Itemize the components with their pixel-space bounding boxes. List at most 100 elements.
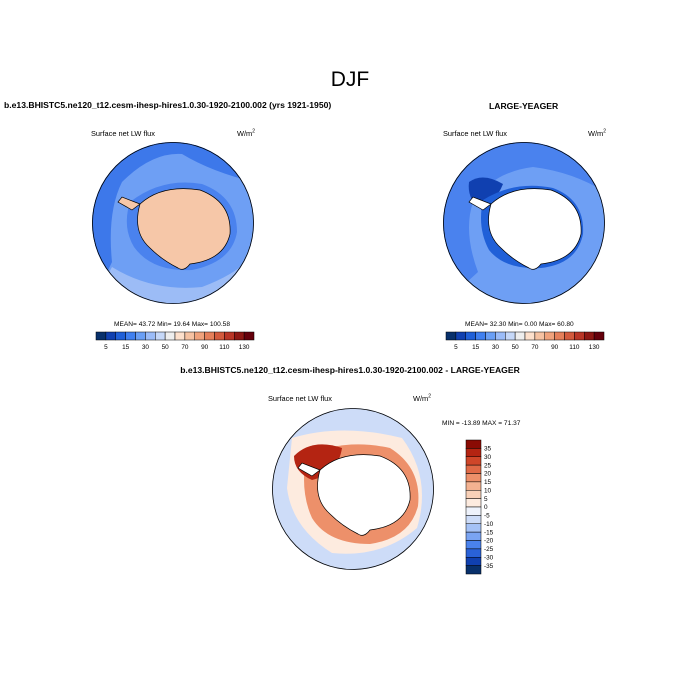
panel-c-colorbar-tick-label: -30	[484, 554, 494, 561]
panel-c-colorbar-swatch	[465, 557, 482, 566]
antarctica-land	[488, 188, 582, 270]
panel-b-colorbar-tick-label: 15	[472, 344, 480, 351]
panel-a-colorbar-swatch	[174, 331, 186, 341]
panel-c-colorbar-tick-label: 5	[484, 496, 488, 503]
panel-c-colorbar-swatch	[465, 523, 482, 533]
panel-a-colorbar-tick-label: 50	[162, 344, 170, 351]
panel-c-colorbar-swatch	[465, 456, 482, 466]
panel-c-colorbar-tick-label: 10	[484, 487, 492, 494]
panel-c-colorbar-swatch	[465, 448, 482, 458]
panel-a-header: b.e13.BHISTC5.ne120_t12.cesm-ihesp-hires…	[4, 100, 332, 110]
panel-c-header: b.e13.BHISTC5.ne120_t12.cesm-ihesp-hires…	[180, 365, 520, 375]
panel-a-colorbar-swatch	[105, 331, 117, 341]
panel-c-colorbar-swatch	[465, 565, 482, 575]
panel-a-stats-text: MEAN= 43.72 Min= 19.64 Max= 100.58	[114, 321, 231, 328]
panel-b-colorbar-swatch	[534, 331, 546, 341]
panel-a-colorbar-swatch	[243, 331, 255, 341]
panel-c-colorbar-tick-label: 30	[484, 454, 492, 461]
panel-b-units: W/m2	[588, 128, 606, 138]
panel-c-colorbar-tick-label: -35	[484, 563, 494, 570]
panel-c-colorbar-tick-label: 25	[484, 462, 492, 469]
panel-c-map	[272, 408, 434, 570]
panel-b-colorbar-tick-label: 110	[569, 344, 580, 351]
panel-c-colorbar-tick-label: 35	[484, 446, 492, 453]
panel-c-colorbar-swatch	[465, 498, 482, 508]
panel-a-colorbar-swatch	[214, 331, 225, 341]
panel-b-colorbar-swatch	[593, 331, 605, 341]
panel-b-colorbar: 5 15 30 50 70 90 110 130	[445, 331, 605, 351]
panel-c-colorbar-swatch	[465, 540, 482, 550]
panel-a-colorbar-tick-label: 30	[142, 344, 150, 351]
panel-c-colorbar-swatch	[465, 506, 482, 516]
panel-b-colorbar-swatch	[505, 331, 516, 341]
panel-a-colorbar-swatch	[184, 331, 196, 341]
panel-b-colorbar-tick-label: 50	[512, 344, 520, 351]
panel-b-colorbar-swatch	[544, 331, 555, 341]
panel-a-colorbar-tick-label: 110	[219, 344, 230, 351]
panel-c-units: W/m2	[413, 393, 431, 403]
panel-c-colorbar-swatch	[465, 548, 482, 558]
panel-b-variable-label: Surface net LW flux	[443, 129, 507, 138]
panel-a-colorbar-swatch	[204, 331, 215, 341]
panel-c-colorbar-tick-label: -20	[484, 538, 494, 545]
panel-b-stats-text: MEAN= 32.30 Min= 0.00 Max= 60.80	[465, 321, 574, 328]
panel-c-minmax-text: MIN = -13.89 MAX = 71.37	[442, 420, 521, 427]
panel-b-colorbar-swatch	[574, 331, 585, 341]
panel-b-colorbar-tick-label: 130	[589, 344, 600, 351]
panel-b-colorbar-swatch	[514, 331, 526, 341]
panel-c-colorbar-tick-label: 20	[484, 471, 492, 478]
figure-title: DJF	[330, 68, 370, 91]
panel-b-colorbar-tick-label: 5	[454, 344, 458, 351]
panel-a-units: W/m2	[237, 128, 255, 138]
panel-a-colorbar-tick-label: 130	[239, 344, 250, 351]
panel-a-map	[92, 142, 254, 304]
panel-b-colorbar-swatch	[524, 331, 536, 341]
panel-a-colorbar-swatch	[115, 331, 126, 341]
panel-c-colorbar-tick-label: -5	[484, 513, 490, 520]
antarctic-peninsula	[468, 196, 492, 211]
panel-b-colorbar-swatch	[465, 331, 476, 341]
panel-b-colorbar-swatch	[584, 331, 595, 341]
panel-a-colorbar-tick-label: 90	[201, 344, 209, 351]
panel-a-colorbar-swatch	[164, 331, 176, 341]
panel-c-colorbar-tick-label: -25	[484, 546, 494, 553]
antarctic-peninsula	[117, 196, 141, 211]
panel-c-colorbar-swatch	[465, 515, 482, 525]
panel-b-colorbar-tick-label: 30	[492, 344, 500, 351]
panel-c-colorbar-swatch	[465, 439, 482, 449]
panel-c-colorbar-swatch	[465, 473, 482, 483]
panel-b-colorbar-tick-label: 70	[531, 344, 539, 351]
panel-a-colorbar-swatch	[234, 331, 245, 341]
panel-c-colorbar-tick-label: -10	[484, 521, 494, 528]
panel-c-colorbar-tick-label: 15	[484, 479, 492, 486]
panel-c-colorbar-swatch	[465, 464, 482, 474]
panel-a-colorbar-swatch	[155, 331, 166, 341]
panel-a-colorbar-tick-label: 70	[181, 344, 189, 351]
panel-c-colorbar-swatch	[465, 481, 482, 491]
panel-a-colorbar-swatch	[224, 331, 235, 341]
panel-b-colorbar-swatch	[475, 331, 486, 341]
panel-a-colorbar-tick-label: 5	[104, 344, 108, 351]
panel-b-colorbar-swatch	[554, 331, 565, 341]
panel-b-header: LARGE-YEAGER	[489, 101, 559, 111]
panel-b-colorbar-swatch	[455, 331, 467, 341]
antarctica-warm-region	[137, 188, 231, 270]
panel-b-colorbar-tick-label: 90	[551, 344, 559, 351]
panel-a-variable-label: Surface net LW flux	[91, 129, 155, 138]
panel-b-colorbar-swatch	[564, 331, 575, 341]
panel-b-colorbar-swatch	[495, 331, 506, 341]
panel-c-colorbar-swatch	[465, 531, 482, 541]
antarctica-land	[317, 454, 411, 536]
panel-b-map	[443, 142, 605, 304]
panel-a-colorbar-swatch	[145, 331, 156, 341]
panel-c-variable-label: Surface net LW flux	[268, 394, 332, 403]
panel-a-colorbar-swatch	[125, 331, 136, 341]
light-blue-band	[92, 252, 254, 304]
panel-a-colorbar: 5 15 30 50 70 90 110 130	[95, 331, 255, 351]
antarctic-peninsula	[297, 462, 321, 477]
panel-a-colorbar-swatch	[135, 331, 146, 341]
panel-c-colorbar-tick-label: 0	[484, 504, 488, 511]
panel-b-colorbar-swatch	[445, 331, 457, 341]
panel-a-colorbar-swatch	[194, 331, 205, 341]
